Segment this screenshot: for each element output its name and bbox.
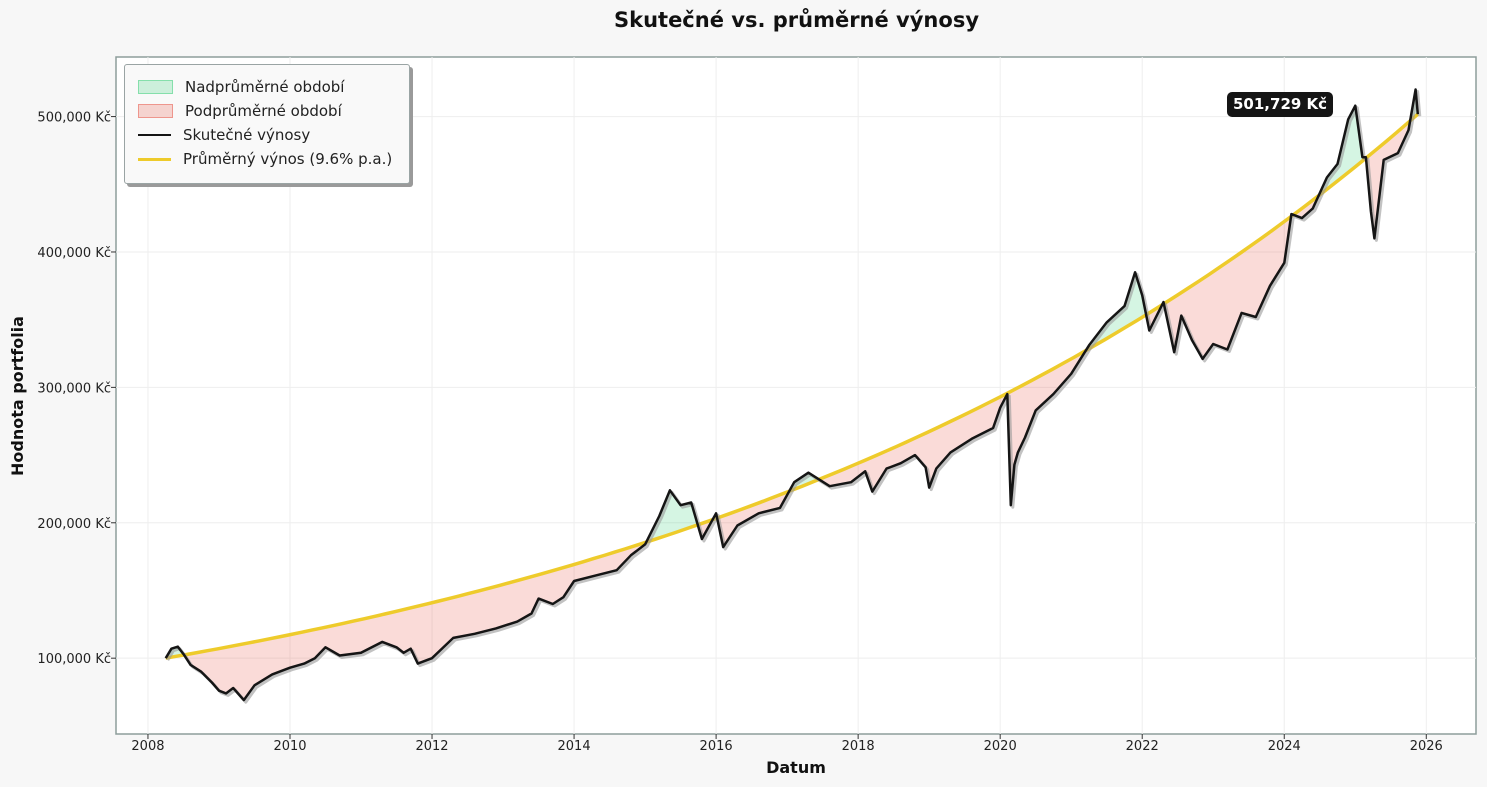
legend-label: Podprůměrné období <box>185 102 342 120</box>
chart-title: Skutečné vs. průměrné výnosy <box>613 8 980 32</box>
y-tick-label: 300,000 Kč <box>37 381 111 396</box>
legend-swatch-above-average <box>138 80 173 94</box>
x-tick-label: 2016 <box>700 739 733 754</box>
x-tick-label: 2008 <box>131 739 164 754</box>
below-average-region <box>1163 216 1291 359</box>
x-tick-label: 2020 <box>984 739 1017 754</box>
legend-item-actual-returns: Skutečné výnosy <box>125 123 409 147</box>
legend-item-average-return: Průměrný výnos (9.6% p.a.) <box>125 147 409 171</box>
legend-label: Průměrný výnos (9.6% p.a.) <box>183 150 393 168</box>
x-tick-label: 2024 <box>1268 739 1301 754</box>
legend-swatch-actual-returns <box>138 134 171 136</box>
x-tick-label: 2014 <box>558 739 591 754</box>
x-axis-label: Datum <box>766 758 826 777</box>
legend-label: Skutečné výnosy <box>183 126 311 144</box>
line-series <box>164 88 1422 704</box>
y-tick-label: 400,000 Kč <box>37 246 111 261</box>
below-average-region <box>717 491 790 548</box>
legend-swatch-below-average <box>138 104 173 118</box>
x-tick-label: 2026 <box>1410 739 1443 754</box>
y-axis-label: Hodnota portfolia <box>8 316 27 476</box>
below-average-region <box>819 350 1086 506</box>
y-tick-label: 100,000 Kč <box>37 652 111 667</box>
legend-swatch-average-return <box>138 157 171 161</box>
x-tick-label: 2010 <box>273 739 306 754</box>
final-value-badge: 501,729 Kč <box>1227 92 1334 117</box>
x-tick-label: 2018 <box>842 739 875 754</box>
y-tick-label: 200,000 Kč <box>37 517 111 532</box>
legend: Nadprůměrné období Podprůměrné období Sk… <box>124 64 410 184</box>
legend-item-above-average: Nadprůměrné období <box>125 75 409 99</box>
x-tick-label: 2022 <box>1126 739 1159 754</box>
below-average-region <box>184 542 647 701</box>
axis-ticks: 2008 2010 2012 2014 2016 2018 2020 2022 2024 2026… <box>37 111 1442 754</box>
y-tick-label: 500,000 Kč <box>37 111 111 126</box>
x-tick-label: 2012 <box>415 739 448 754</box>
actual-returns-line <box>164 88 1420 702</box>
legend-label: Nadprůměrné období <box>185 78 345 96</box>
legend-item-below-average: Podprůměrné období <box>125 99 409 123</box>
